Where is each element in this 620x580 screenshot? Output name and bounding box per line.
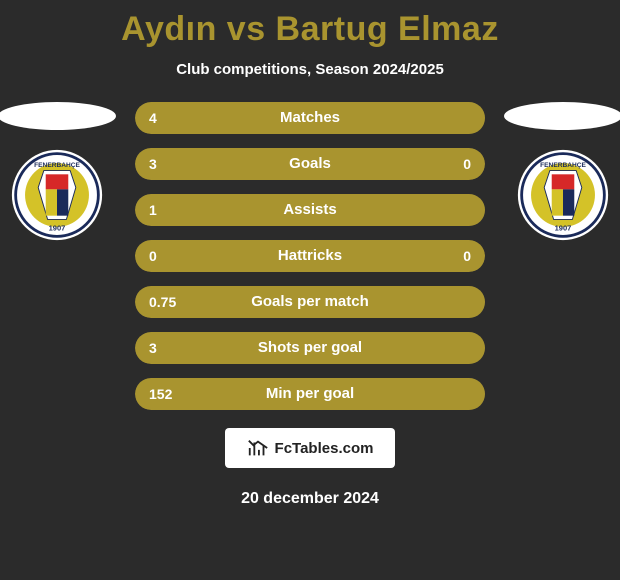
stat-label: Matches	[135, 102, 485, 134]
stat-label: Shots per goal	[135, 332, 485, 364]
stat-label: Hattricks	[135, 240, 485, 272]
stat-row: 00Hattricks	[135, 240, 485, 272]
subtitle: Club competitions, Season 2024/2025	[0, 61, 620, 78]
comparison-content: FENERBAHÇE 1907 FENERBAHÇE 1907 4Matches…	[0, 102, 620, 508]
stat-row: 1Assists	[135, 194, 485, 226]
stat-row: 152Min per goal	[135, 378, 485, 410]
right-club-badge-icon: FENERBAHÇE 1907	[516, 148, 610, 242]
left-club-badge-icon: FENERBAHÇE 1907	[10, 148, 104, 242]
stats-bars: 4Matches 30Goals 1Assists 00Hattricks 0.75Go…	[135, 102, 485, 410]
right-flag-icon	[504, 102, 620, 130]
left-flag-icon	[0, 102, 116, 130]
page-title: Aydın vs Bartug Elmaz	[0, 0, 620, 49]
stat-row: 4Matches	[135, 102, 485, 134]
svg-text:1907: 1907	[555, 224, 572, 233]
svg-text:FENERBAHÇE: FENERBAHÇE	[540, 162, 586, 169]
date-text: 20 december 2024	[0, 490, 620, 508]
fctables-logo: FcTables.com	[225, 428, 395, 468]
svg-text:1907: 1907	[49, 224, 66, 233]
stat-label: Goals per match	[135, 286, 485, 318]
stat-row: 3Shots per goal	[135, 332, 485, 364]
stat-label: Min per goal	[135, 378, 485, 410]
svg-text:FENERBAHÇE: FENERBAHÇE	[34, 162, 80, 169]
chart-icon	[247, 437, 269, 459]
left-player-column: FENERBAHÇE 1907	[0, 102, 116, 242]
stat-label: Goals	[135, 148, 485, 180]
right-player-column: FENERBAHÇE 1907	[504, 102, 620, 242]
stat-label: Assists	[135, 194, 485, 226]
stat-row: 0.75Goals per match	[135, 286, 485, 318]
stat-row: 30Goals	[135, 148, 485, 180]
footer-brand-text: FcTables.com	[275, 440, 374, 457]
